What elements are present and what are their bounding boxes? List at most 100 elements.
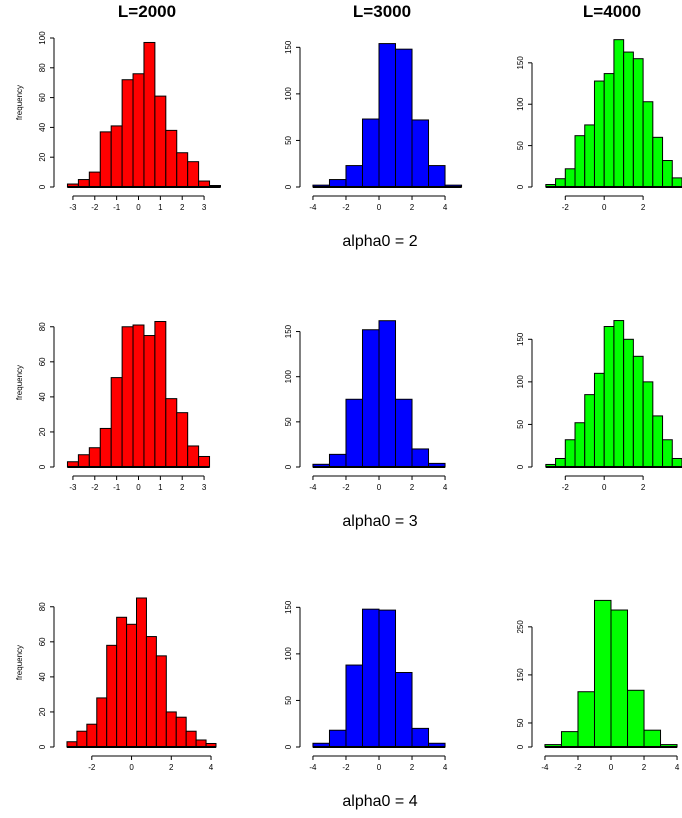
y-tick-label: 100	[516, 375, 525, 389]
x-tick-label: 1	[158, 483, 163, 492]
y-tick-label: 50	[516, 141, 525, 150]
histogram-bar	[428, 165, 446, 188]
histogram-bar	[143, 41, 156, 188]
histogram-bar	[411, 448, 430, 468]
histogram-bar	[395, 398, 413, 468]
x-tick-label: 3	[202, 203, 207, 212]
histogram-bar	[642, 381, 654, 468]
y-tick-label: 50	[284, 695, 293, 704]
x-tick-label: -2	[562, 483, 570, 492]
x-tick-label: 0	[129, 763, 134, 772]
x-tick-label: -3	[69, 203, 77, 212]
histogram-bar	[126, 623, 138, 748]
histogram-bar	[132, 73, 145, 188]
x-tick-label: 0	[136, 483, 141, 492]
y-tick-label: 150	[516, 56, 525, 70]
y-tick-label: 0	[38, 464, 47, 469]
histogram-bar	[564, 439, 576, 468]
histogram-bar	[361, 608, 380, 748]
histogram-bar	[613, 39, 625, 188]
histogram-bar	[187, 445, 200, 468]
y-tick-label: 150	[284, 600, 293, 614]
histogram-panel-2-3: -2 0 2 0 50 100 150	[516, 320, 682, 492]
x-tick-label: 0	[609, 763, 614, 772]
x-tick-label: 4	[443, 203, 448, 212]
histogram-bar	[395, 672, 413, 748]
histogram-bar	[195, 739, 207, 748]
histogram-bar	[110, 125, 123, 188]
y-tick-label: 0	[38, 744, 47, 749]
y-tick-label: 40	[38, 122, 47, 131]
x-tick-label: 4	[443, 483, 448, 492]
histogram-bar	[99, 131, 112, 188]
x-tick-label: -4	[309, 203, 317, 212]
y-tick-label: 0	[516, 744, 525, 749]
x-tick-label: 0	[377, 203, 382, 212]
histogram-bar	[328, 729, 347, 748]
histogram-panel-2-2: -4 -2 0 2 4 0 50 100 150	[284, 320, 448, 492]
histogram-bar	[116, 616, 128, 748]
histogram-bar	[603, 326, 615, 468]
histogram-bar	[96, 697, 108, 748]
histogram-bar	[345, 398, 363, 468]
column-titles: L=2000 L=3000 L=4000	[118, 2, 641, 21]
x-tick-label: -2	[88, 763, 96, 772]
x-tick-label: -2	[342, 763, 350, 772]
histogram-panel-3-2: -4 -2 0 2 4 0 50 100 150	[284, 600, 448, 772]
y-tick-label: 80	[38, 602, 47, 611]
histogram-bar	[593, 372, 605, 468]
histogram-bar	[187, 161, 200, 188]
histogram-bar	[652, 136, 664, 188]
histogram-bar	[610, 609, 629, 748]
y-tick-label: 60	[38, 637, 47, 646]
y-axis-label: frequency	[15, 85, 24, 120]
y-tick-label: 100	[516, 97, 525, 111]
histogram-bar	[155, 655, 167, 748]
histogram-bar	[165, 711, 177, 748]
x-tick-label: 0	[602, 483, 607, 492]
y-tick-label: 150	[516, 332, 525, 346]
histogram-bar	[574, 135, 586, 188]
y-axis-label: frequency	[15, 645, 24, 680]
histogram-bar	[77, 454, 90, 468]
x-tick-label: 0	[136, 203, 141, 212]
x-tick-label: 2	[180, 483, 185, 492]
histogram-bar	[165, 129, 178, 188]
histogram-bar	[154, 321, 167, 468]
histogram-bar	[560, 731, 579, 748]
y-tick-label: 50	[284, 135, 293, 144]
y-tick-label: 60	[38, 93, 47, 102]
x-tick-label: -3	[69, 483, 77, 492]
y-tick-label: 50	[516, 419, 525, 428]
x-tick-label: 2	[410, 203, 415, 212]
y-tick-label: 0	[284, 184, 293, 189]
y-tick-label: 80	[38, 63, 47, 72]
histogram-bar	[574, 422, 586, 468]
histogram-bar	[154, 95, 167, 188]
y-tick-label: 20	[38, 427, 47, 436]
y-tick-label: 250	[516, 620, 525, 634]
histogram-bar	[555, 178, 566, 188]
x-tick-label: 4	[209, 763, 214, 772]
y-tick-label: 20	[38, 707, 47, 716]
histogram-bar	[175, 716, 187, 748]
y-tick-label: 20	[38, 152, 47, 161]
histogram-bar	[395, 48, 413, 188]
y-tick-label: 0	[516, 184, 525, 189]
y-tick-label: 40	[38, 672, 47, 681]
x-tick-label: 3	[202, 483, 207, 492]
x-tick-label: -4	[309, 763, 317, 772]
histogram-bar	[411, 727, 430, 748]
histogram-bar	[378, 43, 397, 188]
histogram-panel-3-3: -4 -2 0 2 4 0 50 150 250	[516, 599, 680, 772]
histogram-panel-2-1: -3 -2 -1 0 1 2 3 0 20 40 60 80 frequency	[15, 321, 211, 492]
x-tick-label: -1	[113, 483, 121, 492]
histogram-bar	[603, 73, 615, 188]
histogram-bar	[121, 79, 134, 188]
x-tick-label: -2	[342, 203, 350, 212]
column-title-l4000: L=4000	[583, 2, 641, 21]
histogram-bar	[378, 609, 397, 748]
histogram-bar	[77, 179, 90, 188]
